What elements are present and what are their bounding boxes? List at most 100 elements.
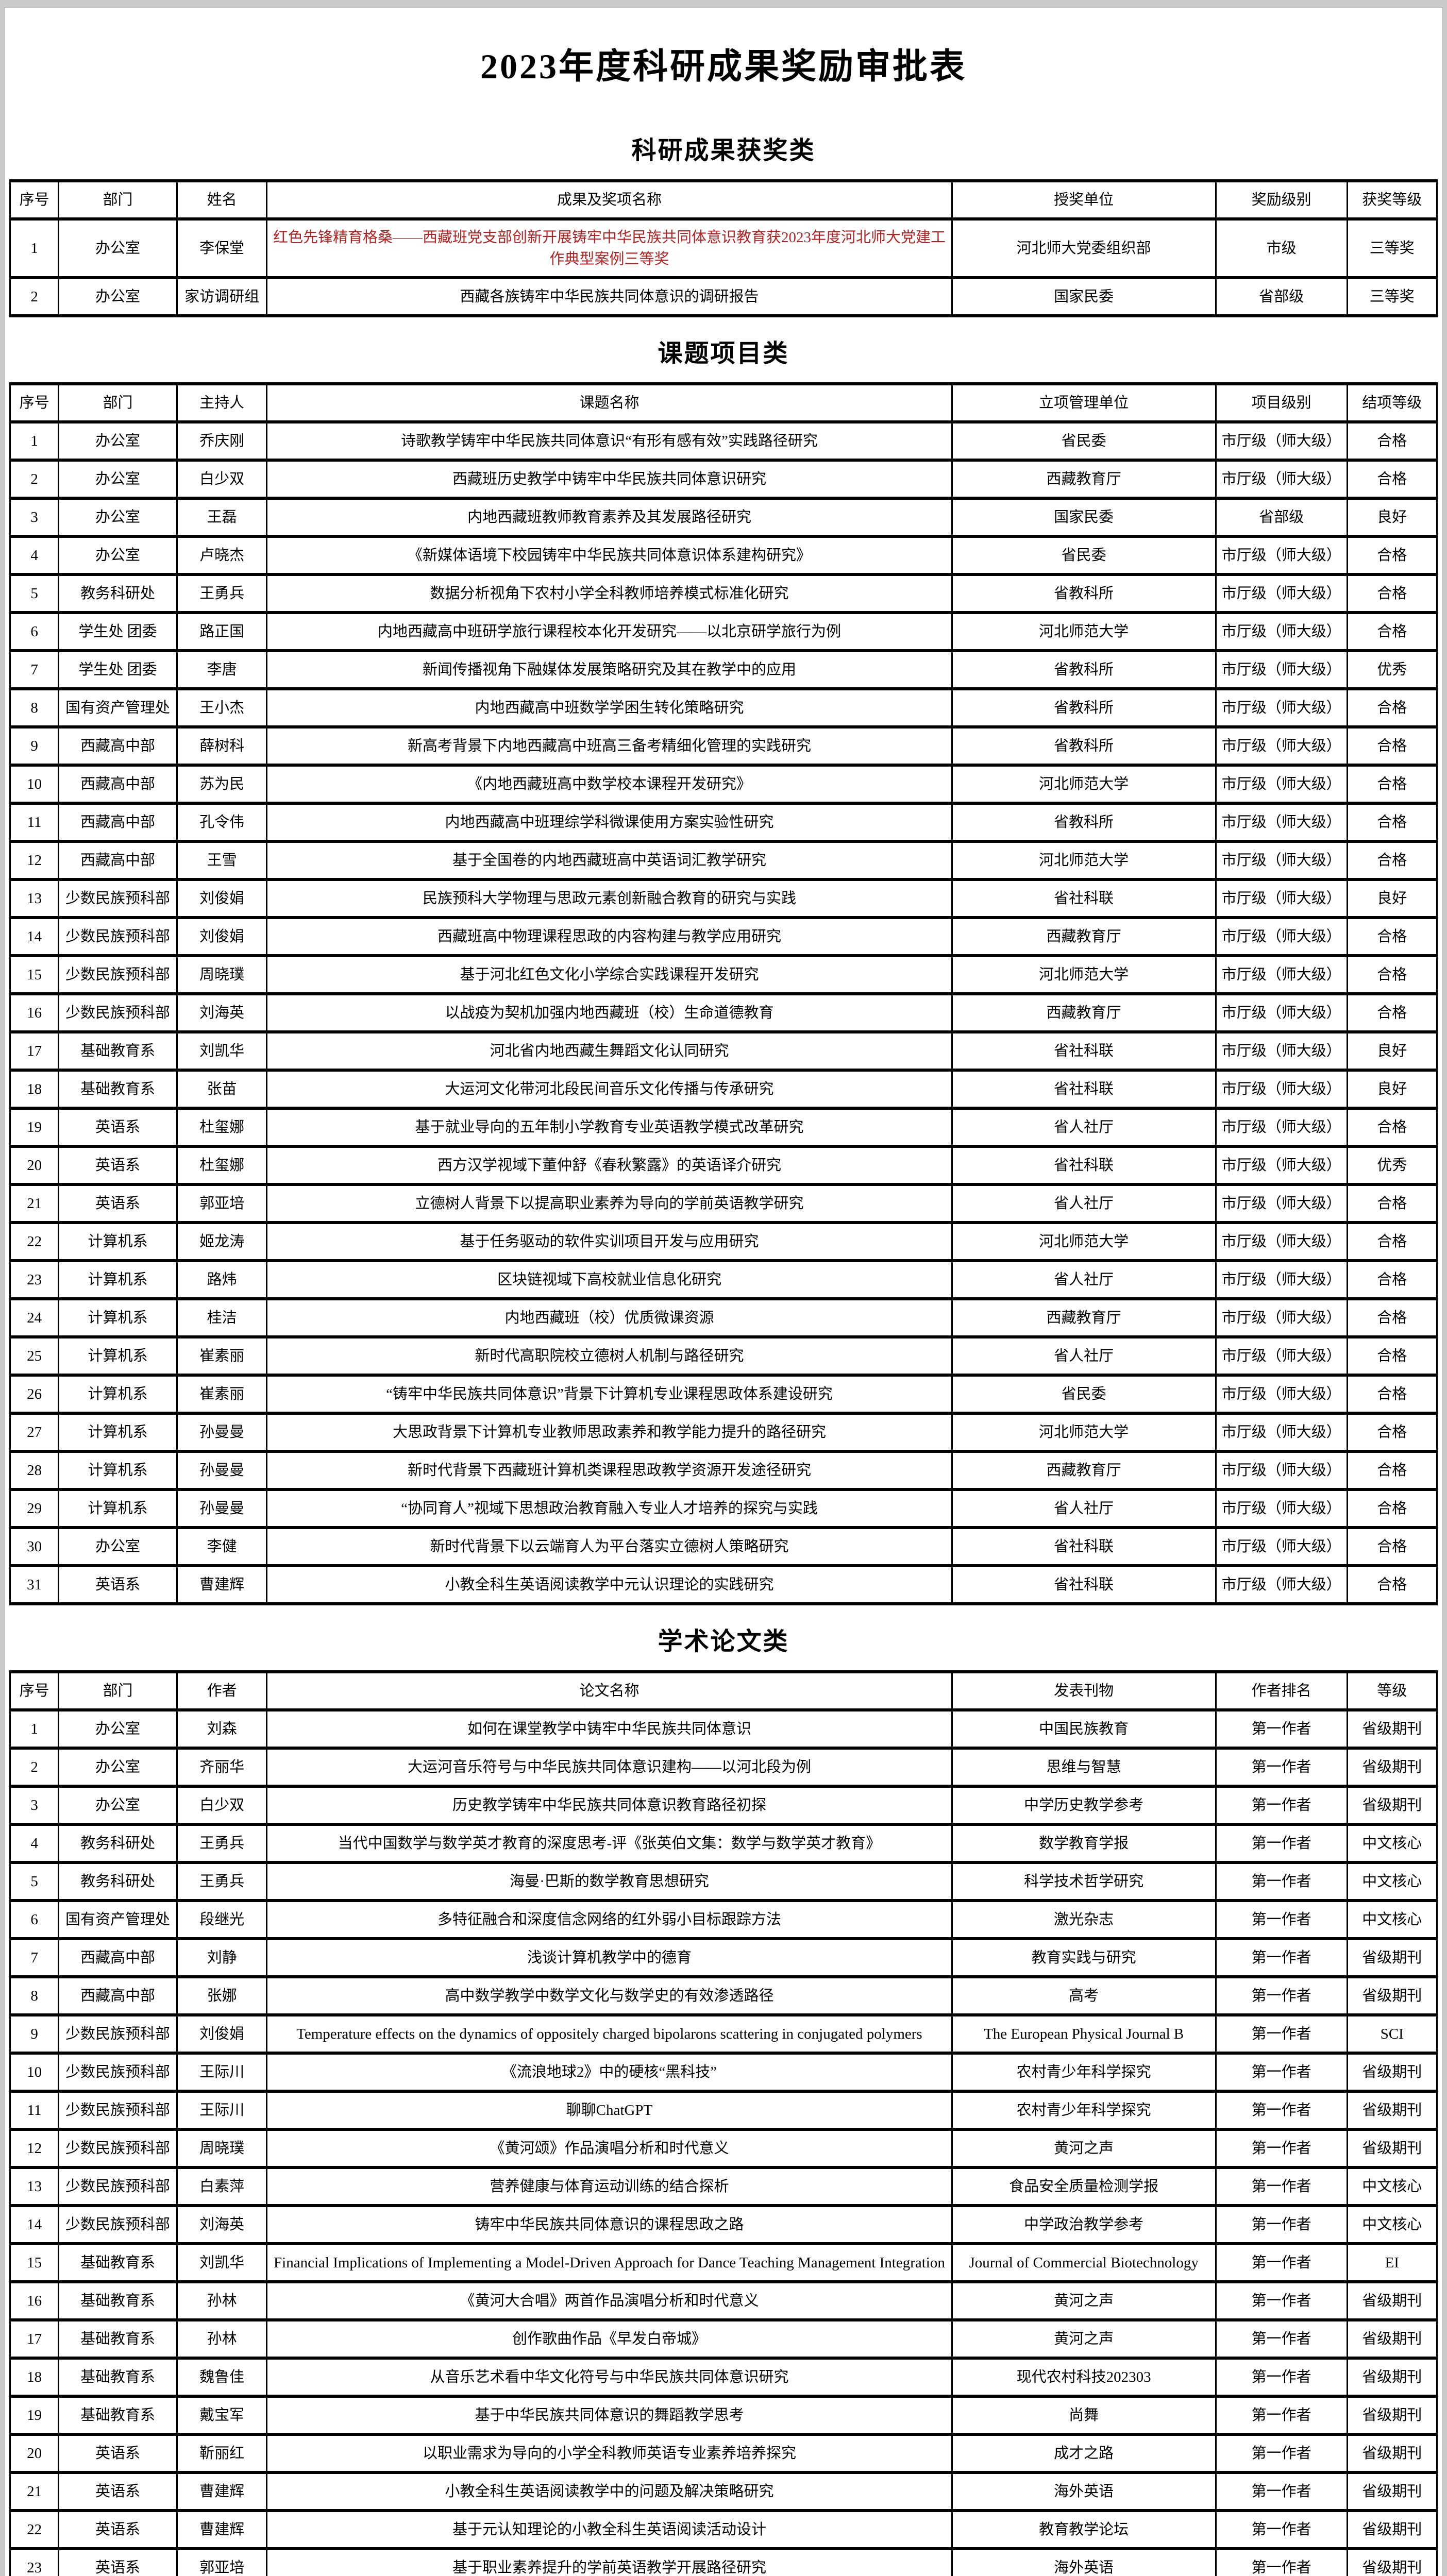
cell: 《新媒体语境下校园铸牢中华民族共同体意识体系建构研究》 xyxy=(266,535,953,577)
table-row: 1 办公室 刘森 如何在课堂教学中铸牢中华民族共同体意识 中国民族教育 第一作者 省级期刊 xyxy=(9,1708,1438,1750)
cell: 激光杂志 xyxy=(951,1899,1217,1941)
cell: 历史教学铸牢中华民族共同体意识教育路径初探 xyxy=(266,1785,953,1826)
cell: 基础教育系 xyxy=(58,2318,178,2360)
cell: 办公室 xyxy=(58,1526,178,1568)
cell: 少数民族预科部 xyxy=(58,2013,178,2055)
column-header: 作者 xyxy=(176,1670,268,1712)
cell: 省社科联 xyxy=(951,1069,1217,1110)
cell: 西藏教育厅 xyxy=(951,992,1217,1034)
cell: 省人社厅 xyxy=(951,1259,1217,1301)
cell: 内地西藏班教师教育素养及其发展路径研究 xyxy=(266,497,953,538)
cell: 合格 xyxy=(1346,1259,1438,1301)
cell: 多特征融合和深度信念网络的红外弱小目标跟踪方法 xyxy=(266,1899,953,1941)
cell: 西藏教育厅 xyxy=(951,1297,1217,1339)
cell: 省级期刊 xyxy=(1346,1937,1438,1979)
cell: 小教全科生英语阅读教学中元认识理论的实践研究 xyxy=(266,1564,953,1606)
cell: 计算机系 xyxy=(58,1221,178,1263)
cell: 少数民族预科部 xyxy=(58,2166,178,2208)
cell: 12 xyxy=(9,840,60,882)
cell: 桂洁 xyxy=(176,1297,268,1339)
cell: 第一作者 xyxy=(1215,2090,1348,2131)
table-row: 14 少数民族预科部 刘俊娟 西藏班高中物理课程思政的内容构建与教学应用研究 西藏教育厅… xyxy=(9,916,1438,958)
cell: 省部级 xyxy=(1215,276,1348,318)
cell: 第一作者 xyxy=(1215,2509,1348,2551)
cell: 黄河之声 xyxy=(951,2318,1217,2360)
table-row: 5 教务科研处 王勇兵 数据分析视角下农村小学全科教师培养模式标准化研究 省教科所 市厅级… xyxy=(9,573,1438,615)
cell: 海外英语 xyxy=(951,2471,1217,2513)
column-header: 项目级别 xyxy=(1215,382,1348,424)
cell: 基于任务驱动的软件实训项目开发与应用研究 xyxy=(266,1221,953,1263)
cell: 内地西藏高中班数学学困生转化策略研究 xyxy=(266,687,953,729)
cell: 孙林 xyxy=(176,2318,268,2360)
cell: Temperature effects on the dynamics of o… xyxy=(266,2013,953,2055)
cell: 省级期刊 xyxy=(1346,2547,1438,2576)
cell: 王雪 xyxy=(176,840,268,882)
table-row: 2 办公室 白少双 西藏班历史教学中铸牢中华民族共同体意识研究 西藏教育厅 市厅级（师大级… xyxy=(9,459,1438,500)
table-row: 19 英语系 杜玺娜 基于就业导向的五年制小学教育专业英语教学模式改革研究 省人社厅 市厅… xyxy=(9,1107,1438,1148)
cell: 市厅级（师大级） xyxy=(1215,1450,1348,1492)
cell: 第一作者 xyxy=(1215,2395,1348,2436)
cell: 合格 xyxy=(1346,725,1438,767)
cell: 省教科所 xyxy=(951,725,1217,767)
table-row: 17 基础教育系 孙林 创作歌曲作品《早发白帝城》 黄河之声 第一作者 省级期刊 xyxy=(9,2318,1438,2360)
cell: 21 xyxy=(9,1183,60,1225)
cell: 苏为民 xyxy=(176,764,268,805)
cell: 13 xyxy=(9,878,60,920)
cell: 周晓璞 xyxy=(176,954,268,996)
cell: 市厅级（师大级） xyxy=(1215,1030,1348,1072)
cell: 省社科联 xyxy=(951,1564,1217,1606)
table-row: 21 英语系 郭亚培 立德树人背景下以提高职业素养为导向的学前英语教学研究 省人社厅 市厅… xyxy=(9,1183,1438,1225)
cell: 河北师范大学 xyxy=(951,764,1217,805)
section-table: 序号 部门 作者 论文名称 发表刊物 作者排名 等级 1 办公室 刘森 如何在课堂教学中铸牢中华民族… xyxy=(9,1670,1438,2576)
cell: 9 xyxy=(9,725,60,767)
cell: 白素萍 xyxy=(176,2166,268,2208)
cell: 22 xyxy=(9,1221,60,1263)
cell: 教育实践与研究 xyxy=(951,1937,1217,1979)
cell: 办公室 xyxy=(58,1785,178,1826)
cell: 合格 xyxy=(1346,764,1438,805)
table-row: 5 教务科研处 王勇兵 海曼·巴斯的数学教育思想研究 科学技术哲学研究 第一作者 中文核心 xyxy=(9,1861,1438,1903)
cell: 郭亚培 xyxy=(176,2547,268,2576)
table-row: 19 基础教育系 戴宝军 基于中华民族共同体意识的舞蹈教学思考 尚舞 第一作者 省级期刊 xyxy=(9,2395,1438,2436)
cell: 中国民族教育 xyxy=(951,1708,1217,1750)
cell: 《黄河颂》作品演唱分析和时代意义 xyxy=(266,2128,953,2170)
cell: 基于河北红色文化小学综合实践课程开发研究 xyxy=(266,954,953,996)
cell: 河北师范大学 xyxy=(951,840,1217,882)
cell: 尚舞 xyxy=(951,2395,1217,2436)
cell: 市级 xyxy=(1215,217,1348,280)
cell: 少数民族预科部 xyxy=(58,2204,178,2246)
cell: 大运河音乐符号与中华民族共同体意识建构——以河北段为例 xyxy=(266,1747,953,1788)
column-header: 立项管理单位 xyxy=(951,382,1217,424)
cell: 王际川 xyxy=(176,2090,268,2131)
cell: 省社科联 xyxy=(951,1030,1217,1072)
page-title: 2023年度科研成果奖励审批表 xyxy=(480,47,967,86)
cell: 思维与智慧 xyxy=(951,1747,1217,1788)
cell: 基于全国卷的内地西藏班高中英语词汇教学研究 xyxy=(266,840,953,882)
cell: 刘俊娟 xyxy=(176,878,268,920)
cell: 省民委 xyxy=(951,420,1217,462)
table-row: 22 计算机系 姬龙涛 基于任务驱动的软件实训项目开发与应用研究 河北师范大学 市厅级（师… xyxy=(9,1221,1438,1263)
cell: 省级期刊 xyxy=(1346,2318,1438,2360)
table-row: 3 办公室 白少双 历史教学铸牢中华民族共同体意识教育路径初探 中学历史教学参考 第一作者… xyxy=(9,1785,1438,1826)
column-header: 课题名称 xyxy=(266,382,953,424)
table-row: 24 计算机系 桂洁 内地西藏班（校）优质微课资源 西藏教育厅 市厅级（师大级） 合格 xyxy=(9,1297,1438,1339)
cell: 31 xyxy=(9,1564,60,1606)
cell: 市厅级（师大级） xyxy=(1215,420,1348,462)
cell: 省社科联 xyxy=(951,878,1217,920)
cell: 市厅级（师大级） xyxy=(1215,725,1348,767)
cell: Journal of Commercial Biotechnology xyxy=(951,2242,1217,2284)
cell: 段继光 xyxy=(176,1899,268,1941)
header-row: 序号 部门 姓名 成果及奖项名称 授奖单位 奖励级别 获奖等级 xyxy=(9,179,1438,221)
table-row: 11 西藏高中部 孔令伟 内地西藏高中班理综学科微课使用方案实验性研究 省教科所 市厅级（… xyxy=(9,802,1438,843)
cell: 刘俊娟 xyxy=(176,916,268,958)
cell: 英语系 xyxy=(58,1183,178,1225)
cell: 26 xyxy=(9,1374,60,1415)
table-row: 4 教务科研处 王勇兵 当代中国数学与数学英才教育的深度思考-评《张英伯文集：数学与数… xyxy=(9,1823,1438,1865)
cell: 省民委 xyxy=(951,535,1217,577)
cell: 7 xyxy=(9,649,60,691)
cell: 合格 xyxy=(1346,687,1438,729)
column-header: 部门 xyxy=(58,1670,178,1712)
cell: 17 xyxy=(9,1030,60,1072)
cell: 王小杰 xyxy=(176,687,268,729)
cell: 办公室 xyxy=(58,459,178,500)
